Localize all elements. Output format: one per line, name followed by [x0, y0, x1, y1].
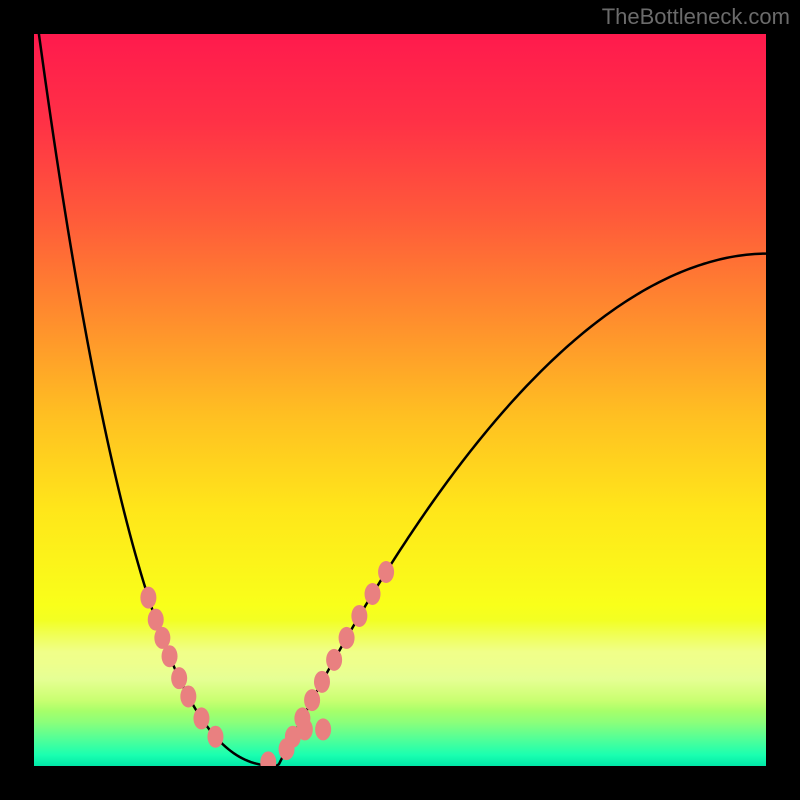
curve-marker — [314, 671, 330, 693]
watermark-text: TheBottleneck.com — [602, 4, 790, 30]
curve-marker — [304, 689, 320, 711]
curve-marker — [140, 587, 156, 609]
curve-marker — [351, 605, 367, 627]
curve-marker — [171, 667, 187, 689]
curve-marker — [315, 718, 331, 740]
curve-marker — [193, 707, 209, 729]
curve-marker — [326, 649, 342, 671]
chart-container: TheBottleneck.com — [0, 0, 800, 800]
curve-marker — [297, 718, 313, 740]
curve-marker — [365, 583, 381, 605]
curve-marker — [378, 561, 394, 583]
curve-marker — [180, 685, 196, 707]
haze-band — [34, 620, 766, 712]
curve-marker — [339, 627, 355, 649]
curve-marker — [279, 738, 295, 760]
chart-svg — [0, 0, 800, 800]
curve-marker — [162, 645, 178, 667]
curve-marker — [207, 726, 223, 748]
